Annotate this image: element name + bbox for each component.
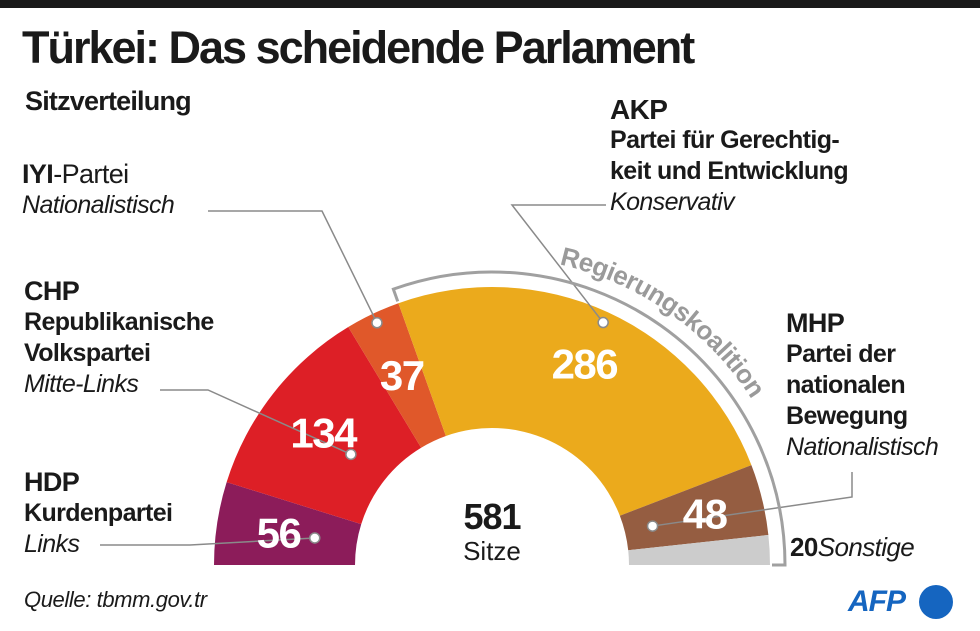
mhp-name-line3: Bewegung <box>786 402 908 430</box>
value-label-hdp: 56 <box>257 509 301 556</box>
chart-subtitle: Sitzverteilung <box>25 86 192 116</box>
leader-line-chp <box>160 389 352 456</box>
sonstige-name: Sonstige <box>817 532 915 562</box>
mhp-abbr: MHP <box>786 308 845 338</box>
iyi-abbr: IYI <box>22 159 54 189</box>
segment-iyi <box>348 303 446 448</box>
chp-label: CHP Republikanische Volkspartei Mitte-Li… <box>24 276 214 400</box>
source-note: Quelle: tbmm.gov.tr <box>24 587 207 612</box>
segment-sonstige <box>628 534 770 565</box>
akp-orientation: Konservativ <box>610 188 735 216</box>
hdp-label: HDP Kurdenpartei Links <box>24 467 173 560</box>
akp-name-line1: Partei für Gerechtig- <box>610 126 840 154</box>
sonstige-value: 20 <box>790 532 818 562</box>
iyi-label: IYI-Partei Nationalistisch <box>22 159 175 221</box>
chp-abbr: CHP <box>24 276 80 306</box>
chp-orientation: Mitte-Links <box>24 370 139 398</box>
iyi-name: -Partei <box>53 159 129 189</box>
total-seats-label: Sitze <box>463 536 521 566</box>
leader-dot-akp <box>597 316 609 329</box>
leader-line-mhp <box>652 472 853 527</box>
segment-chp <box>226 327 422 525</box>
sonstige-label: 20Sonstige <box>790 532 915 563</box>
coalition-bracket <box>391 270 787 567</box>
chp-name-line2: Volkspartei <box>24 339 151 367</box>
hdp-abbr: HDP <box>24 467 80 497</box>
segment-hdp <box>214 482 362 565</box>
leader-dot-hdp <box>309 532 321 544</box>
afp-logo-dot <box>919 585 953 619</box>
total-seats-value: 581 <box>463 496 521 537</box>
segment-akp <box>398 287 752 516</box>
akp-abbr: AKP <box>610 94 668 125</box>
hdp-name: Kurdenpartei <box>24 499 173 527</box>
akp-label: AKP Partei für Gerechtig- keit und Entwi… <box>610 94 849 218</box>
mhp-label: MHP Partei der nationalen Bewegung Natio… <box>786 308 939 463</box>
value-label-chp: 134 <box>290 410 358 457</box>
value-label-mhp: 48 <box>683 490 728 537</box>
value-labels: 56 134 37 286 48 <box>257 341 729 557</box>
leader-line-iyi <box>208 210 378 324</box>
hdp-orientation: Links <box>24 530 80 558</box>
value-label-akp: 286 <box>552 341 618 388</box>
afp-logo: AFP <box>848 585 958 621</box>
chart-title: Türkei: Das scheidende Parlament <box>22 22 695 73</box>
value-label-iyi: 37 <box>380 352 424 399</box>
mhp-name-line2: nationalen <box>786 371 906 399</box>
akp-name-line2: keit und Entwicklung <box>610 157 849 185</box>
top-bar <box>0 0 980 8</box>
afp-logo-text: AFP <box>848 585 906 618</box>
leader-dot-mhp <box>646 520 659 532</box>
mhp-name-line1: Partei der <box>786 340 896 368</box>
mhp-orientation: Nationalistisch <box>786 433 939 461</box>
leader-dot-chp <box>345 448 357 461</box>
leader-dot-iyi <box>371 317 383 329</box>
seat-segments <box>214 287 770 565</box>
leader-line-hdp <box>100 537 315 546</box>
iyi-orientation: Nationalistisch <box>22 191 175 219</box>
chp-name-line1: Republikanische <box>24 308 214 336</box>
